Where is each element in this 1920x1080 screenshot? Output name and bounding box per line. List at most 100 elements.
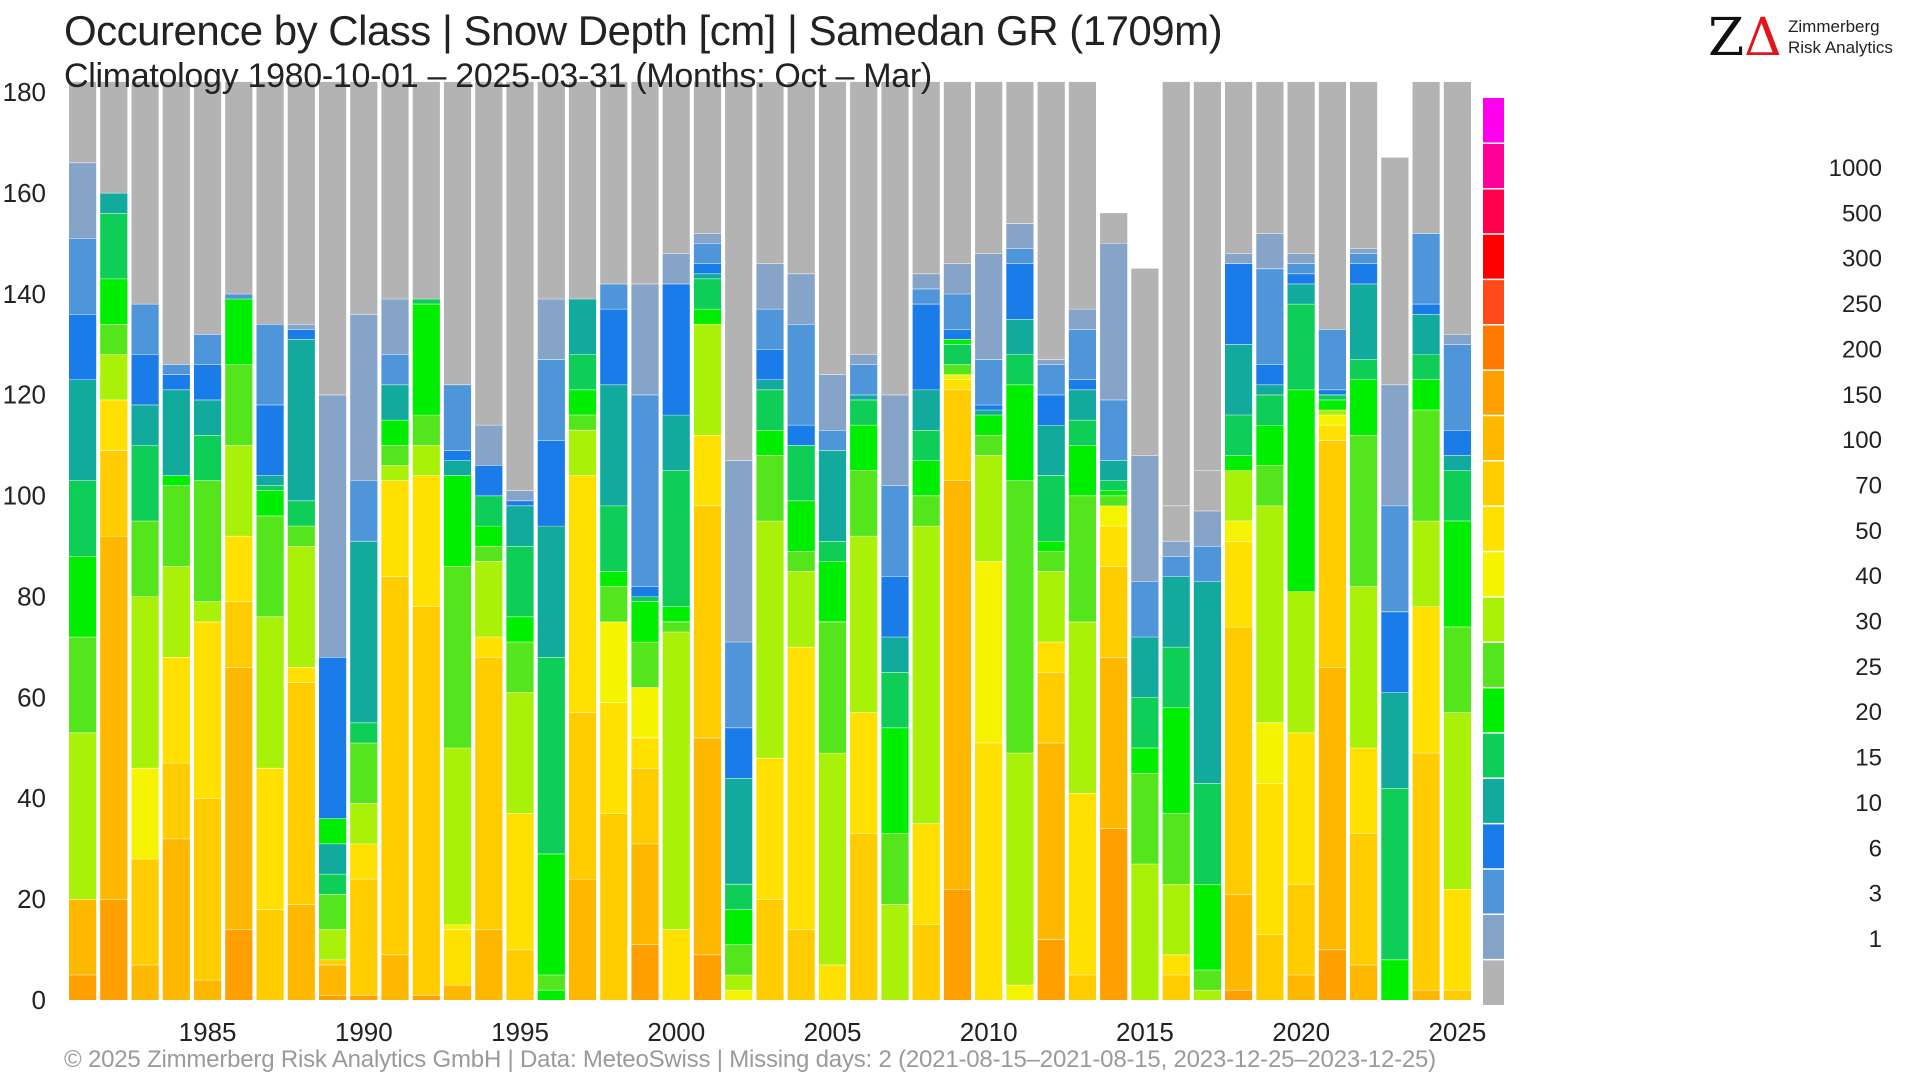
bar-segment: [1225, 253, 1253, 264]
bar-segment: [100, 81, 128, 193]
bar-segment: [631, 394, 659, 587]
colorbar-cell: [1483, 687, 1504, 733]
bar-segment: [1068, 419, 1096, 446]
bar-segment: [1100, 243, 1128, 400]
bar-segment: [818, 621, 847, 753]
bar-segment: [287, 682, 315, 905]
bar-segment: [787, 646, 815, 930]
bar-segment: [256, 475, 284, 486]
bar-segment: [1443, 520, 1471, 627]
colorbar-cell: [1483, 642, 1504, 688]
bar-segment: [256, 515, 284, 617]
bar-segment: [1443, 455, 1471, 471]
x-tick-label: 1990: [335, 1017, 393, 1047]
bar-segment: [350, 722, 378, 743]
logo-name-line2: Risk Analytics: [1788, 38, 1893, 57]
bar-segment: [1318, 440, 1346, 668]
bar-segment: [537, 81, 565, 299]
bar-segment: [319, 894, 347, 930]
bar-segment: [912, 81, 940, 274]
bar-segment: [1318, 81, 1346, 330]
bar-segment: [1100, 566, 1128, 657]
season-bar-2006: [850, 81, 878, 1000]
bar-segment: [1350, 253, 1378, 264]
bar-segment: [1037, 939, 1065, 1000]
bar-segment: [1381, 384, 1409, 506]
bar-segment: [975, 81, 1003, 254]
bar-segment: [1193, 884, 1221, 970]
bar-segment: [1162, 556, 1190, 577]
bar-segment: [1381, 959, 1409, 1000]
colorbar-cell: [1483, 959, 1504, 1005]
bar-segment: [1412, 989, 1440, 1000]
bar-segment: [350, 803, 378, 844]
bar-segment: [131, 858, 159, 965]
bar-segment: [162, 364, 190, 375]
bar-segment: [225, 298, 253, 365]
bar-segment: [319, 964, 347, 995]
colorbar-cell: [1483, 732, 1504, 779]
bar-segment: [1443, 889, 1471, 990]
bar-segment: [756, 379, 784, 390]
bar-segment: [1225, 344, 1253, 415]
bar-segment: [787, 273, 815, 324]
season-bar-1995: [506, 81, 534, 1000]
bar-segment: [725, 460, 753, 642]
bar-segment: [1318, 414, 1346, 425]
bar-segment: [568, 298, 597, 355]
bar-segment: [256, 485, 284, 491]
bar-segment: [850, 394, 878, 400]
bar-segment: [256, 324, 284, 405]
bar-segment: [1068, 308, 1096, 330]
season-bar-1991: [381, 81, 409, 1000]
season-bar-2012: [1037, 81, 1065, 1000]
footer-credits: © 2025 Zimmerberg Risk Analytics GmbH | …: [64, 1046, 1436, 1073]
bar-segment: [1131, 747, 1159, 773]
bar-segment: [350, 314, 378, 481]
logo-name-line1: Zimmerberg: [1788, 17, 1880, 36]
bar-segment: [475, 561, 503, 637]
colorbar-label: 200: [1842, 336, 1882, 363]
bar-segment: [756, 520, 784, 758]
bar-segment: [975, 409, 1003, 415]
bar-segment: [1443, 344, 1471, 430]
bar-segment: [1037, 359, 1065, 365]
bar-segment: [1100, 399, 1128, 461]
colorbar-cell: [1483, 778, 1504, 824]
bar-segment: [381, 954, 409, 1000]
bar-segment: [1037, 551, 1065, 572]
bar-segment: [1412, 520, 1440, 607]
season-bar-2017: [1193, 81, 1221, 1000]
bar-segment: [631, 768, 659, 844]
bar-segment: [1256, 934, 1284, 1000]
bar-segment: [100, 213, 128, 279]
bar-segment: [225, 81, 253, 294]
bar-segment: [475, 81, 503, 425]
bar-segment: [69, 974, 97, 1000]
bar-segment: [818, 541, 847, 562]
bar-segment: [162, 374, 190, 390]
bar-segment: [787, 551, 815, 572]
bar-segment: [194, 480, 222, 602]
bar-segment: [1287, 884, 1315, 975]
season-bar-1989: [319, 81, 347, 1000]
bar-segment: [1318, 389, 1346, 395]
bar-segment: [381, 384, 409, 420]
bar-segment: [818, 450, 847, 541]
bar-segment: [194, 621, 222, 799]
bar-segment: [162, 485, 190, 567]
season-bar-2009: [943, 81, 972, 1000]
chart-subtitle: Climatology 1980-10-01 – 2025-03-31 (Mon…: [64, 57, 932, 95]
colorbar-label: 250: [1842, 291, 1882, 318]
bar-segment: [1350, 747, 1378, 834]
bar-segment: [381, 445, 409, 466]
bar-segment: [1287, 81, 1315, 254]
bar-segment: [1225, 81, 1253, 254]
bar-segment: [225, 929, 253, 1000]
colorbar-label: 3: [1869, 881, 1882, 908]
season-bar-1997: [568, 81, 597, 1000]
bar-segment: [881, 727, 909, 834]
bar-segment: [1100, 828, 1128, 1000]
bar-segment: [1381, 788, 1409, 960]
bar-segment: [1412, 354, 1440, 380]
